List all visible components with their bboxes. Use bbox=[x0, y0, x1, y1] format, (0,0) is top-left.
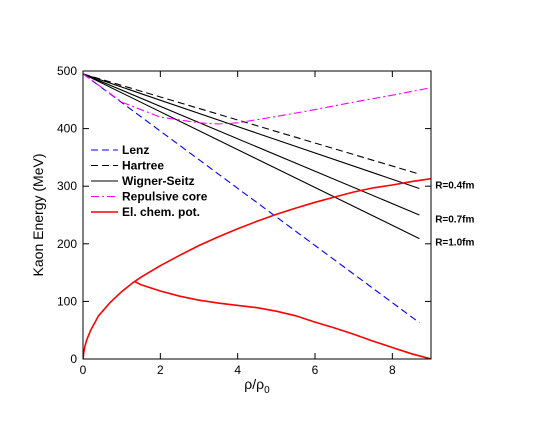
radius-annotation: R=0.7fm bbox=[435, 215, 474, 226]
legend-label: El. chem. pot. bbox=[122, 205, 200, 219]
y-tick-label: 300 bbox=[57, 179, 77, 193]
y-axis-label: Kaon Energy (MeV) bbox=[30, 154, 46, 277]
x-tick-label: 4 bbox=[234, 363, 241, 377]
x-tick-label: 6 bbox=[312, 363, 319, 377]
y-tick-label: 0 bbox=[70, 352, 77, 366]
y-tick-label: 400 bbox=[57, 122, 77, 136]
radius-annotation: R=0.4fm bbox=[435, 181, 474, 192]
series-line-0 bbox=[83, 73, 420, 324]
y-tick-label: 500 bbox=[57, 64, 77, 78]
legend-label: Repulsive core bbox=[122, 190, 208, 204]
series-line-7 bbox=[134, 281, 431, 359]
series-line-4 bbox=[83, 73, 420, 240]
plot-frame bbox=[82, 70, 432, 360]
radius-annotation: R=1.0fm bbox=[435, 238, 474, 249]
legend-label: Hartree bbox=[122, 159, 164, 173]
series-line-6 bbox=[83, 177, 431, 359]
series-line-2 bbox=[83, 73, 420, 190]
y-tick-label: 100 bbox=[57, 294, 77, 308]
x-axis-label: ρ/ρ0 bbox=[244, 376, 270, 396]
series-line-3 bbox=[83, 73, 420, 216]
legend-label: Wigner-Seitz bbox=[122, 174, 195, 188]
legend-label: Lenz bbox=[122, 143, 149, 157]
annotations: R=0.4fm R=0.7fm R=1.0fm bbox=[435, 181, 474, 249]
x-tick-label: 8 bbox=[389, 363, 396, 377]
x-tick-label: 2 bbox=[157, 363, 164, 377]
y-tick-label: 200 bbox=[57, 237, 77, 251]
x-tick-label: 0 bbox=[80, 363, 87, 377]
axis-ticks: 0 2 4 6 8 0 100 200 300 400 500 bbox=[57, 64, 431, 377]
series-line-5 bbox=[83, 73, 431, 125]
series-layer bbox=[83, 73, 431, 359]
series-line-1 bbox=[83, 73, 420, 175]
